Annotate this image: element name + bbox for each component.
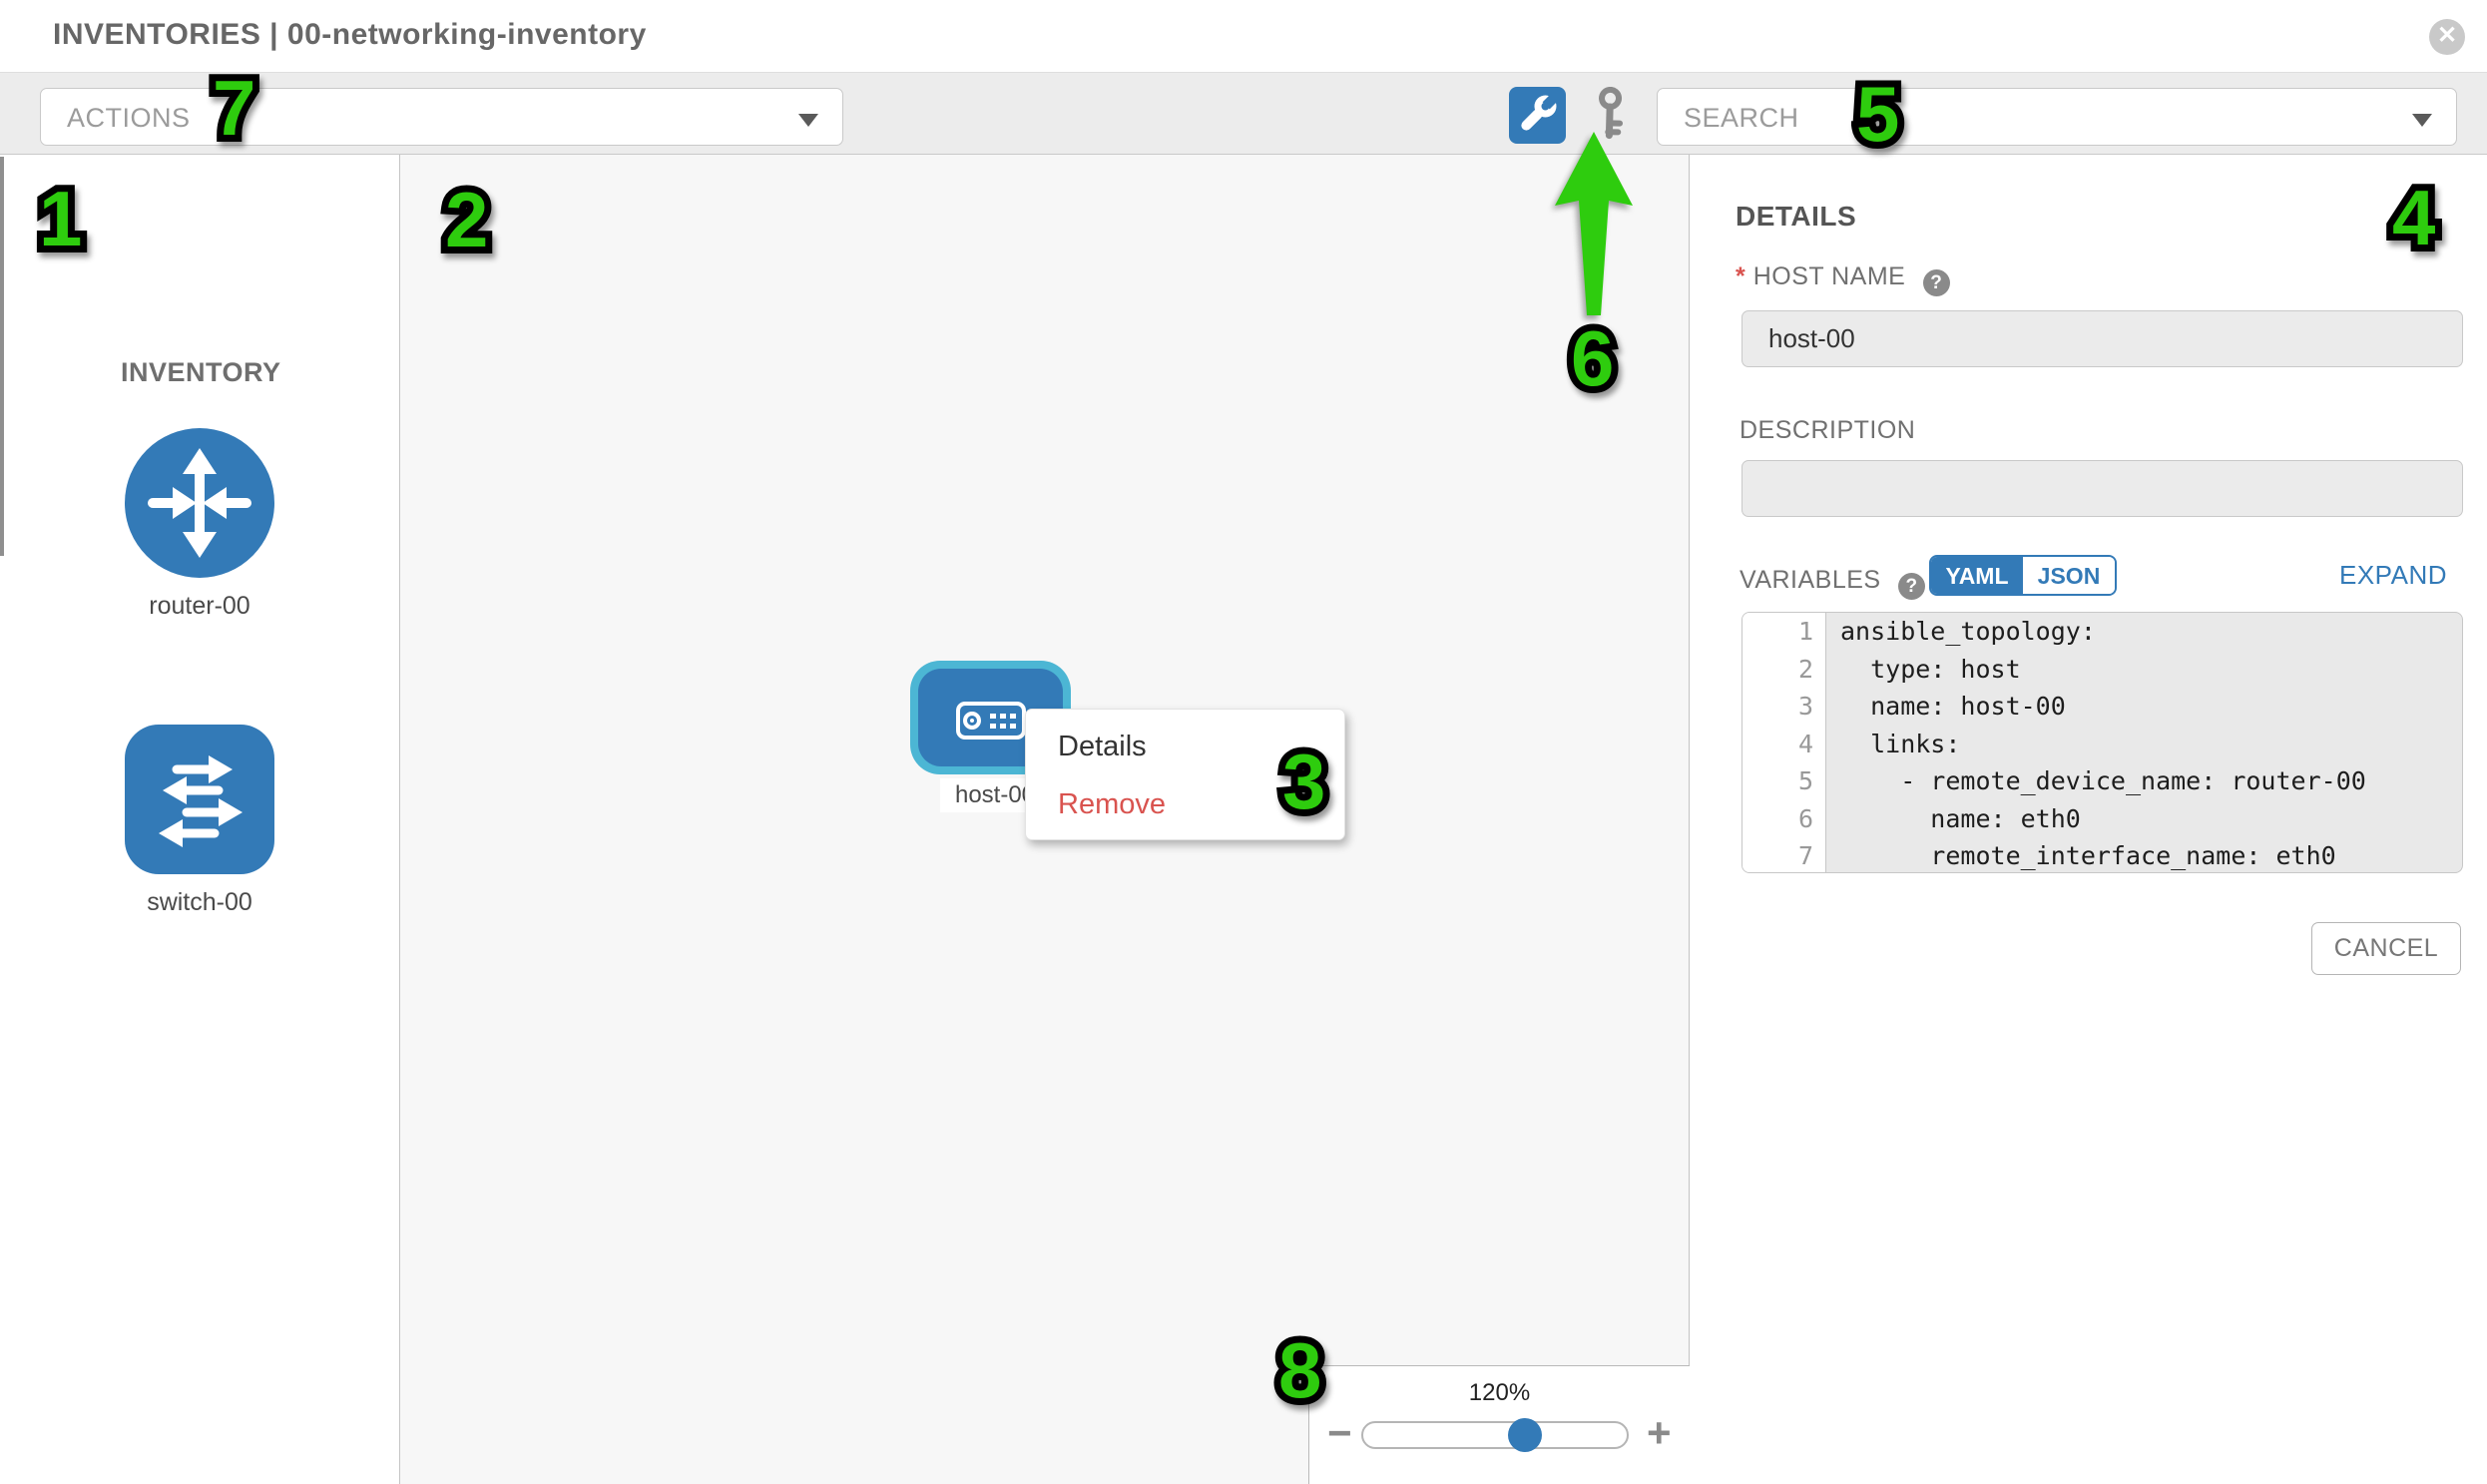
line-number: 5 <box>1742 762 1826 800</box>
switch-icon <box>125 725 274 874</box>
palette-item-label: router-00 <box>149 592 250 620</box>
zoom-control-panel: 120% − + <box>1308 1365 1690 1484</box>
menu-item-details[interactable]: Details <box>1058 731 1147 762</box>
palette-item-label: switch-00 <box>147 888 252 916</box>
header: INVENTORIES | 00-networking-inventory ✕ <box>0 0 2487 72</box>
line-number: 6 <box>1742 799 1826 837</box>
key-icon <box>1599 86 1624 140</box>
details-panel: DETAILS * HOST NAME ? DESCRIPTION VARIAB… <box>1691 155 2487 1484</box>
actions-dropdown[interactable]: ACTIONS <box>40 88 843 146</box>
zoom-value: 120% <box>1468 1379 1531 1406</box>
code-line: remote_interface_name: eth0 <box>1840 841 2336 870</box>
line-number: 3 <box>1742 688 1826 726</box>
actions-dropdown-placeholder: ACTIONS <box>67 103 191 133</box>
line-number: 7 <box>1742 837 1826 872</box>
line-number: 4 <box>1742 725 1826 762</box>
chevron-down-icon <box>2412 114 2432 127</box>
variables-code-editor[interactable]: 1 ansible_topology: 2 type: host 3 name: … <box>1741 612 2463 873</box>
required-marker: * <box>1736 262 1746 290</box>
toggle-json-button[interactable]: JSON <box>2023 557 2115 594</box>
topology-canvas[interactable]: host-00 Details Remove 120% − + <box>400 155 1690 1484</box>
close-icon[interactable]: ✕ <box>2429 19 2465 55</box>
details-panel-title: DETAILS <box>1736 201 1857 232</box>
code-line: ansible_topology: <box>1840 617 2096 646</box>
variables-label-text: VARIABLES <box>1740 566 1881 594</box>
toggle-yaml-button[interactable]: YAML <box>1931 557 2023 594</box>
chevron-down-icon <box>798 114 818 127</box>
code-line: type: host <box>1840 654 2021 684</box>
wrench-icon <box>1521 93 1559 131</box>
page-title: INVENTORIES | 00-networking-inventory <box>53 18 647 51</box>
description-input[interactable] <box>1741 460 2463 517</box>
router-icon <box>125 428 274 578</box>
line-number: 1 <box>1742 613 1826 651</box>
zoom-out-button[interactable]: − <box>1327 1409 1352 1456</box>
code-line: name: host-00 <box>1840 692 2066 721</box>
zoom-slider-track[interactable] <box>1361 1418 1629 1452</box>
node-context-menu: Details Remove <box>1025 709 1345 840</box>
toolbar: ACTIONS <box>0 72 2487 155</box>
host-name-input[interactable] <box>1741 310 2463 367</box>
expand-link[interactable]: EXPAND <box>2339 560 2447 590</box>
zoom-slider-thumb[interactable] <box>1508 1418 1542 1452</box>
cancel-button[interactable]: CANCEL <box>2311 922 2461 975</box>
code-line: links: <box>1840 729 1961 758</box>
sidebar-scrollbar[interactable] <box>0 157 4 556</box>
host-name-label: * HOST NAME ? <box>1736 262 1950 296</box>
host-icon <box>956 702 1026 740</box>
menu-item-remove[interactable]: Remove <box>1058 788 1166 820</box>
help-icon[interactable]: ? <box>1922 269 1950 296</box>
search-dropdown[interactable]: SEARCH <box>1657 88 2457 146</box>
help-icon[interactable]: ? <box>1898 573 1926 600</box>
line-number: 2 <box>1742 650 1826 688</box>
variables-format-toggle: YAML JSON <box>1929 555 2117 596</box>
description-label: DESCRIPTION <box>1740 416 1916 444</box>
code-line: - remote_device_name: router-00 <box>1840 766 2366 795</box>
search-dropdown-placeholder: SEARCH <box>1684 103 1799 133</box>
variables-label: VARIABLES ? <box>1740 566 1926 600</box>
host-name-label-text: HOST NAME <box>1752 262 1906 290</box>
inventory-sidebar: INVENTORY router-00 <box>0 155 400 1484</box>
tools-wrench-button[interactable] <box>1509 87 1566 144</box>
palette-item-switch[interactable]: switch-00 <box>125 725 274 916</box>
key-button[interactable] <box>1583 86 1635 144</box>
palette-item-router[interactable]: router-00 <box>125 428 274 620</box>
code-line: name: eth0 <box>1840 803 2081 833</box>
sidebar-heading: INVENTORY <box>121 357 281 387</box>
zoom-in-button[interactable]: + <box>1647 1409 1672 1456</box>
